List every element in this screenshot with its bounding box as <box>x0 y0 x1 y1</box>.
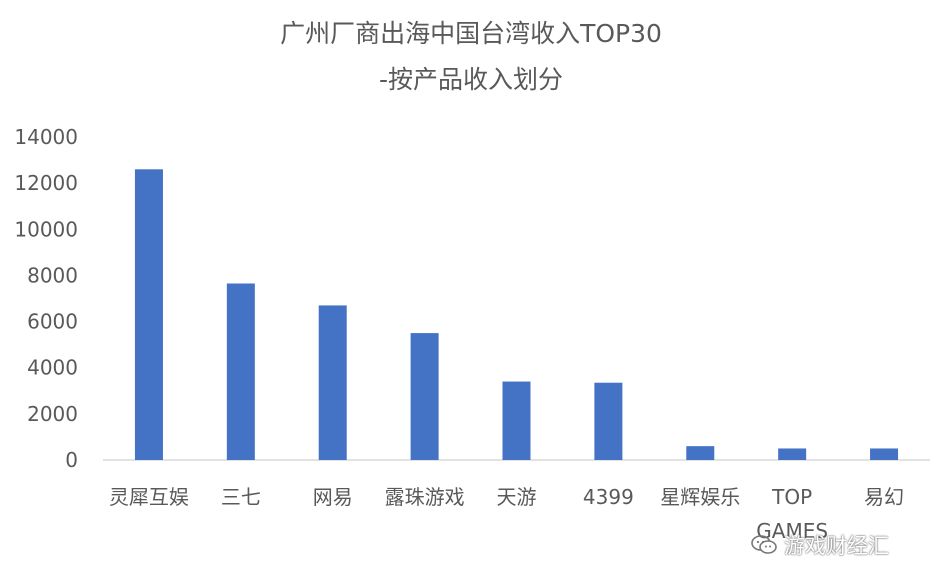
bar <box>318 305 347 460</box>
y-tick-label: 2000 <box>27 402 78 426</box>
y-tick-label: 14000 <box>14 125 78 149</box>
bar <box>778 448 807 460</box>
watermark-text: 游戏财经汇 <box>784 534 889 558</box>
bar <box>134 169 163 461</box>
x-category-label: 露珠游戏 <box>385 485 465 509</box>
y-tick-label: 0 <box>65 448 78 472</box>
x-category-label: 灵犀互娱 <box>109 485 189 509</box>
x-category-label: 网易 <box>313 485 353 509</box>
bar <box>502 381 531 460</box>
y-tick-label: 12000 <box>14 171 78 195</box>
bar <box>686 446 715 460</box>
x-category-label: 天游 <box>497 485 537 509</box>
x-category-label: TOP <box>771 485 812 509</box>
x-category-label: 4399 <box>583 485 634 509</box>
y-tick-label: 4000 <box>27 356 78 380</box>
bar <box>594 382 623 460</box>
wechat-icon <box>751 535 777 554</box>
bar <box>870 448 899 460</box>
y-tick-label: 10000 <box>14 217 78 241</box>
chart-subtitle: -按产品收入划分 <box>378 65 564 94</box>
bar <box>226 283 255 460</box>
y-tick-label: 6000 <box>27 310 78 334</box>
chart-title: 广州厂商出海中国台湾收入TOP30 <box>280 19 662 48</box>
bar <box>410 333 439 460</box>
x-category-label: 星辉娱乐 <box>660 485 740 509</box>
x-category-label: 易幻 <box>864 485 904 509</box>
watermark: 游戏财经汇 <box>750 530 889 560</box>
y-tick-label: 8000 <box>27 263 78 287</box>
x-category-label: 三七 <box>221 485 261 509</box>
